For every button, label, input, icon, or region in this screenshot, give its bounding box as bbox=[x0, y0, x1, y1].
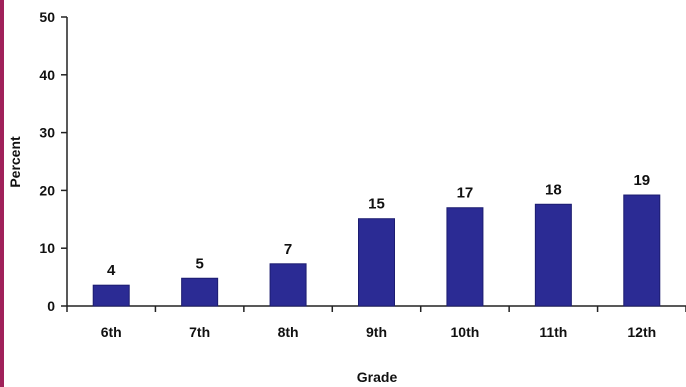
x-tick-label: 8th bbox=[278, 324, 299, 340]
y-tick-label: 50 bbox=[39, 9, 55, 25]
x-tick-label: 7th bbox=[189, 324, 210, 340]
x-tick-label: 6th bbox=[101, 324, 122, 340]
bar-8th bbox=[269, 263, 307, 307]
y-tick-label: 0 bbox=[47, 298, 55, 314]
y-axis-title: Percent bbox=[7, 136, 23, 188]
bar-value-label: 18 bbox=[545, 181, 562, 198]
bar-10th bbox=[446, 207, 484, 307]
bar-value-label: 17 bbox=[457, 185, 474, 202]
x-tick-label: 10th bbox=[451, 324, 480, 340]
bar-9th bbox=[358, 218, 395, 307]
x-tick-label: 11th bbox=[539, 324, 567, 340]
y-tick-label: 10 bbox=[39, 240, 55, 256]
bars bbox=[92, 194, 661, 307]
x-tick-label: 9th bbox=[366, 324, 387, 340]
bar-6th bbox=[92, 284, 130, 307]
bar-11th bbox=[534, 203, 572, 307]
bar-value-label: 5 bbox=[195, 255, 203, 272]
x-tick-label: 12th bbox=[627, 324, 656, 340]
x-axis: 6th 7th 8th 9th 10th 11th 12th bbox=[66, 305, 686, 340]
y-tick-label: 40 bbox=[39, 67, 55, 83]
y-tick-label: 20 bbox=[39, 182, 55, 198]
bar-value-label: 4 bbox=[107, 262, 116, 279]
y-tick-label: 30 bbox=[39, 125, 55, 141]
data-labels: 4 5 7 15 17 18 19 bbox=[107, 172, 650, 279]
bar-12th bbox=[623, 194, 661, 307]
bar-7th bbox=[181, 277, 219, 307]
left-border-stripe bbox=[0, 0, 4, 387]
bar-value-label: 7 bbox=[284, 241, 292, 258]
y-axis: 0 10 20 30 40 50 bbox=[39, 9, 68, 314]
x-axis-title: Grade bbox=[357, 369, 398, 385]
bar-value-label: 19 bbox=[633, 172, 650, 189]
bar-value-label: 15 bbox=[368, 196, 385, 213]
